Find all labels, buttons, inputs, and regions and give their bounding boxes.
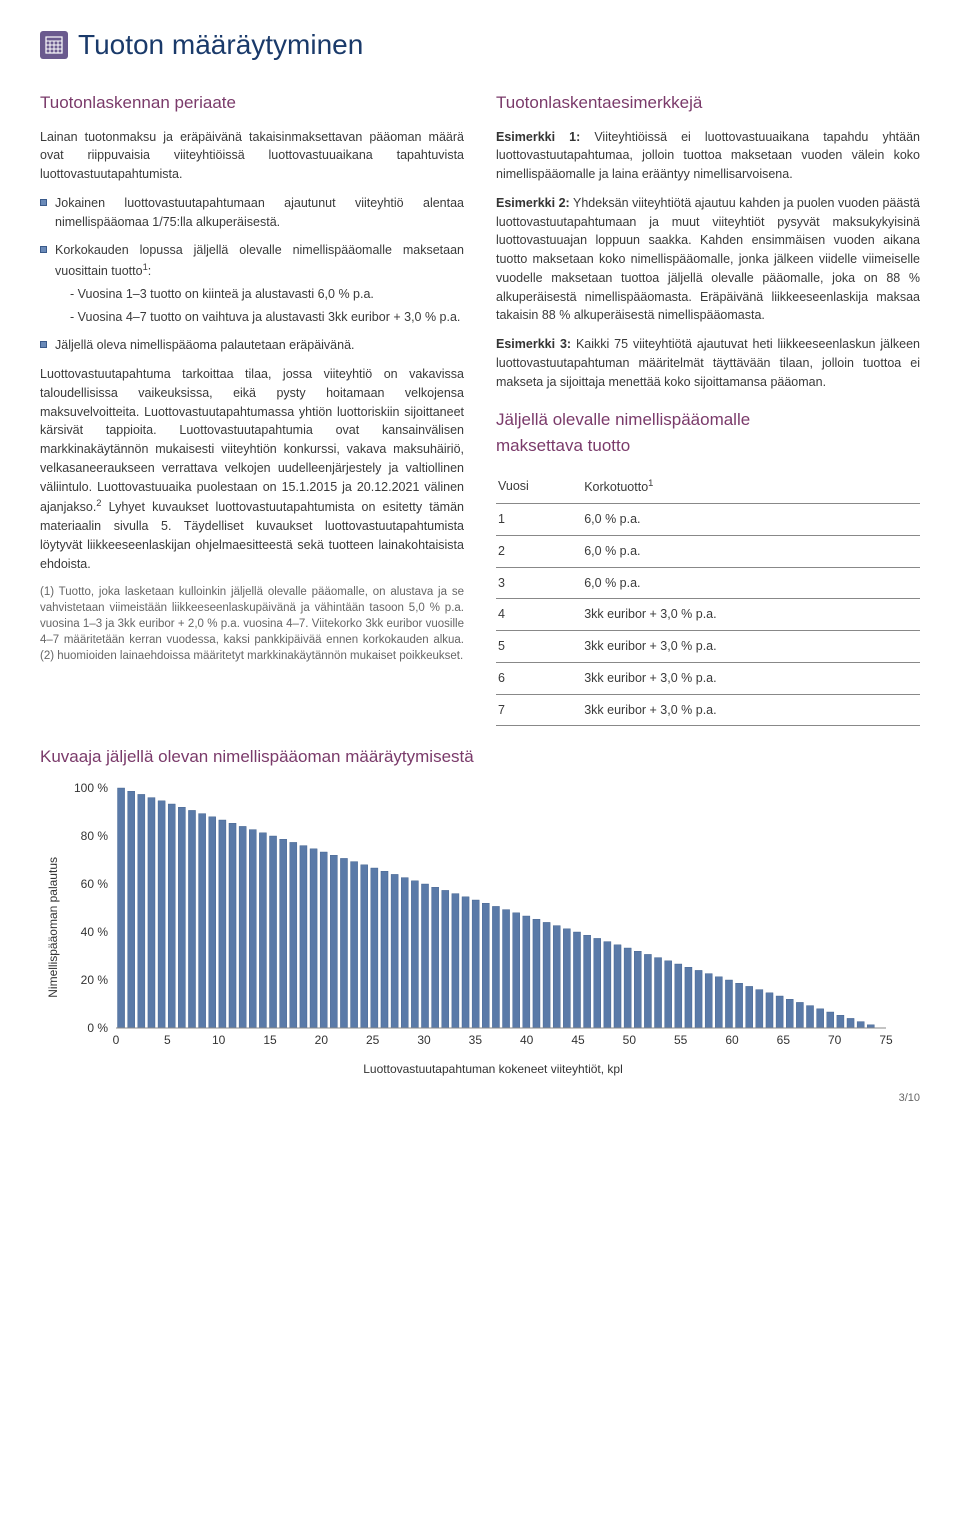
svg-text:25: 25 (366, 1033, 380, 1047)
page-title: Tuoton määräytyminen (78, 24, 363, 66)
intro-paragraph: Lainan tuotonmaksu ja eräpäivänä takaisi… (40, 128, 464, 184)
bullet-3-text: Jäljellä oleva nimellispääoma palautetaa… (55, 336, 355, 355)
cell-year: 4 (496, 599, 582, 631)
table-row: 43kk euribor + 3,0 % p.a. (496, 599, 920, 631)
bullet-2-text: Korkokauden lopussa jäljellä olevalle ni… (55, 241, 464, 326)
page-header: Tuoton määräytyminen (40, 24, 920, 66)
cell-year: 1 (496, 504, 582, 536)
svg-text:55: 55 (674, 1033, 688, 1047)
svg-text:10: 10 (212, 1033, 226, 1047)
cell-yield: 6,0 % p.a. (582, 567, 920, 599)
svg-text:20 %: 20 % (81, 973, 109, 987)
svg-text:80 %: 80 % (81, 829, 109, 843)
bullet-2-sub1: - Vuosina 1–3 tuotto on kiinteä ja alust… (70, 285, 464, 304)
svg-text:65: 65 (777, 1033, 791, 1047)
cell-year: 7 (496, 694, 582, 726)
svg-text:60: 60 (725, 1033, 739, 1047)
cell-yield: 6,0 % p.a. (582, 535, 920, 567)
svg-text:0 %: 0 % (87, 1021, 108, 1035)
svg-text:40: 40 (520, 1033, 534, 1047)
bullet-2-sub2: - Vuosina 4–7 tuotto on vaihtuva ja alus… (70, 308, 464, 327)
svg-text:45: 45 (571, 1033, 585, 1047)
cell-year: 3 (496, 567, 582, 599)
chart-y-axis-label: Nimellispääoman palautus (40, 778, 66, 1078)
cell-year: 2 (496, 535, 582, 567)
svg-text:70: 70 (828, 1033, 842, 1047)
table-row: 73kk euribor + 3,0 % p.a. (496, 694, 920, 726)
example-1: Esimerkki 1: Viiteyhtiöissä ei luottovas… (496, 128, 920, 184)
table-row: 53kk euribor + 3,0 % p.a. (496, 631, 920, 663)
example-3: Esimerkki 3: Kaikki 75 viiteyhtiötä ajau… (496, 335, 920, 391)
table-row: 63kk euribor + 3,0 % p.a. (496, 662, 920, 694)
cell-yield: 3kk euribor + 3,0 % p.a. (582, 631, 920, 663)
left-column: Tuotonlaskennan periaate Lainan tuotonma… (40, 90, 464, 726)
yield-table: Vuosi Korkotuotto1 16,0 % p.a.26,0 % p.a… (496, 470, 920, 726)
table-row: 16,0 % p.a. (496, 504, 920, 536)
cell-year: 5 (496, 631, 582, 663)
chart-x-axis-label: Luottovastuutapahtuman kokeneet viiteyht… (66, 1060, 920, 1078)
page-number: 3/10 (40, 1090, 920, 1107)
svg-text:35: 35 (469, 1033, 483, 1047)
example-2: Esimerkki 2: Yhdeksän viiteyhtiötä ajaut… (496, 194, 920, 325)
section-title-principle: Tuotonlaskennan periaate (40, 90, 464, 116)
bullet-marker-icon (40, 341, 47, 348)
svg-text:40 %: 40 % (81, 925, 109, 939)
chart-title: Kuvaaja jäljellä olevan nimellispääoman … (40, 744, 920, 770)
th-year: Vuosi (496, 470, 582, 503)
svg-text:30: 30 (417, 1033, 431, 1047)
svg-text:20: 20 (315, 1033, 329, 1047)
svg-text:15: 15 (263, 1033, 277, 1047)
right-column: Tuotonlaskentaesimerkkejä Esimerkki 1: V… (496, 90, 920, 726)
footnote: (1) Tuotto, joka lasketaan kulloinkin jä… (40, 584, 464, 664)
chart-container: Nimellispääoman palautus 100 %80 %60 %40… (40, 778, 920, 1078)
table-row: 26,0 % p.a. (496, 535, 920, 567)
table-row: 36,0 % p.a. (496, 567, 920, 599)
bullet-marker-icon (40, 246, 47, 253)
svg-text:75: 75 (879, 1033, 893, 1047)
cell-year: 6 (496, 662, 582, 694)
two-column-layout: Tuotonlaskennan periaate Lainan tuotonma… (40, 90, 920, 726)
svg-text:50: 50 (623, 1033, 637, 1047)
bar-chart: 100 % 80 % 60 % 40 % 20 % 0 % 0 5 10 15 20 25 30 35 40… (66, 778, 896, 1048)
cell-yield: 3kk euribor + 3,0 % p.a. (582, 662, 920, 694)
svg-text:60 %: 60 % (81, 877, 109, 891)
bullet-3: Jäljellä oleva nimellispääoma palautetaa… (40, 336, 464, 355)
svg-text:0: 0 (113, 1033, 120, 1047)
section-title-yield-table: Jäljellä olevalle nimellispääomalle maks… (496, 407, 920, 458)
cell-yield: 6,0 % p.a. (582, 504, 920, 536)
bullet-marker-icon (40, 199, 47, 206)
cell-yield: 3kk euribor + 3,0 % p.a. (582, 694, 920, 726)
svg-text:100 %: 100 % (74, 781, 108, 795)
bullet-1: Jokainen luottovastuutapahtumaan ajautun… (40, 194, 464, 232)
section-title-examples: Tuotonlaskentaesimerkkejä (496, 90, 920, 116)
explanation-paragraph: Luottovastuutapahtuma tarkoittaa tilaa, … (40, 365, 464, 573)
table-header-row: Vuosi Korkotuotto1 (496, 470, 920, 503)
th-yield: Korkotuotto1 (582, 470, 920, 503)
cell-yield: 3kk euribor + 3,0 % p.a. (582, 599, 920, 631)
bullet-2: Korkokauden lopussa jäljellä olevalle ni… (40, 241, 464, 326)
svg-text:5: 5 (164, 1033, 171, 1047)
bullet-1-text: Jokainen luottovastuutapahtumaan ajautun… (55, 194, 464, 232)
header-icon (40, 31, 68, 59)
